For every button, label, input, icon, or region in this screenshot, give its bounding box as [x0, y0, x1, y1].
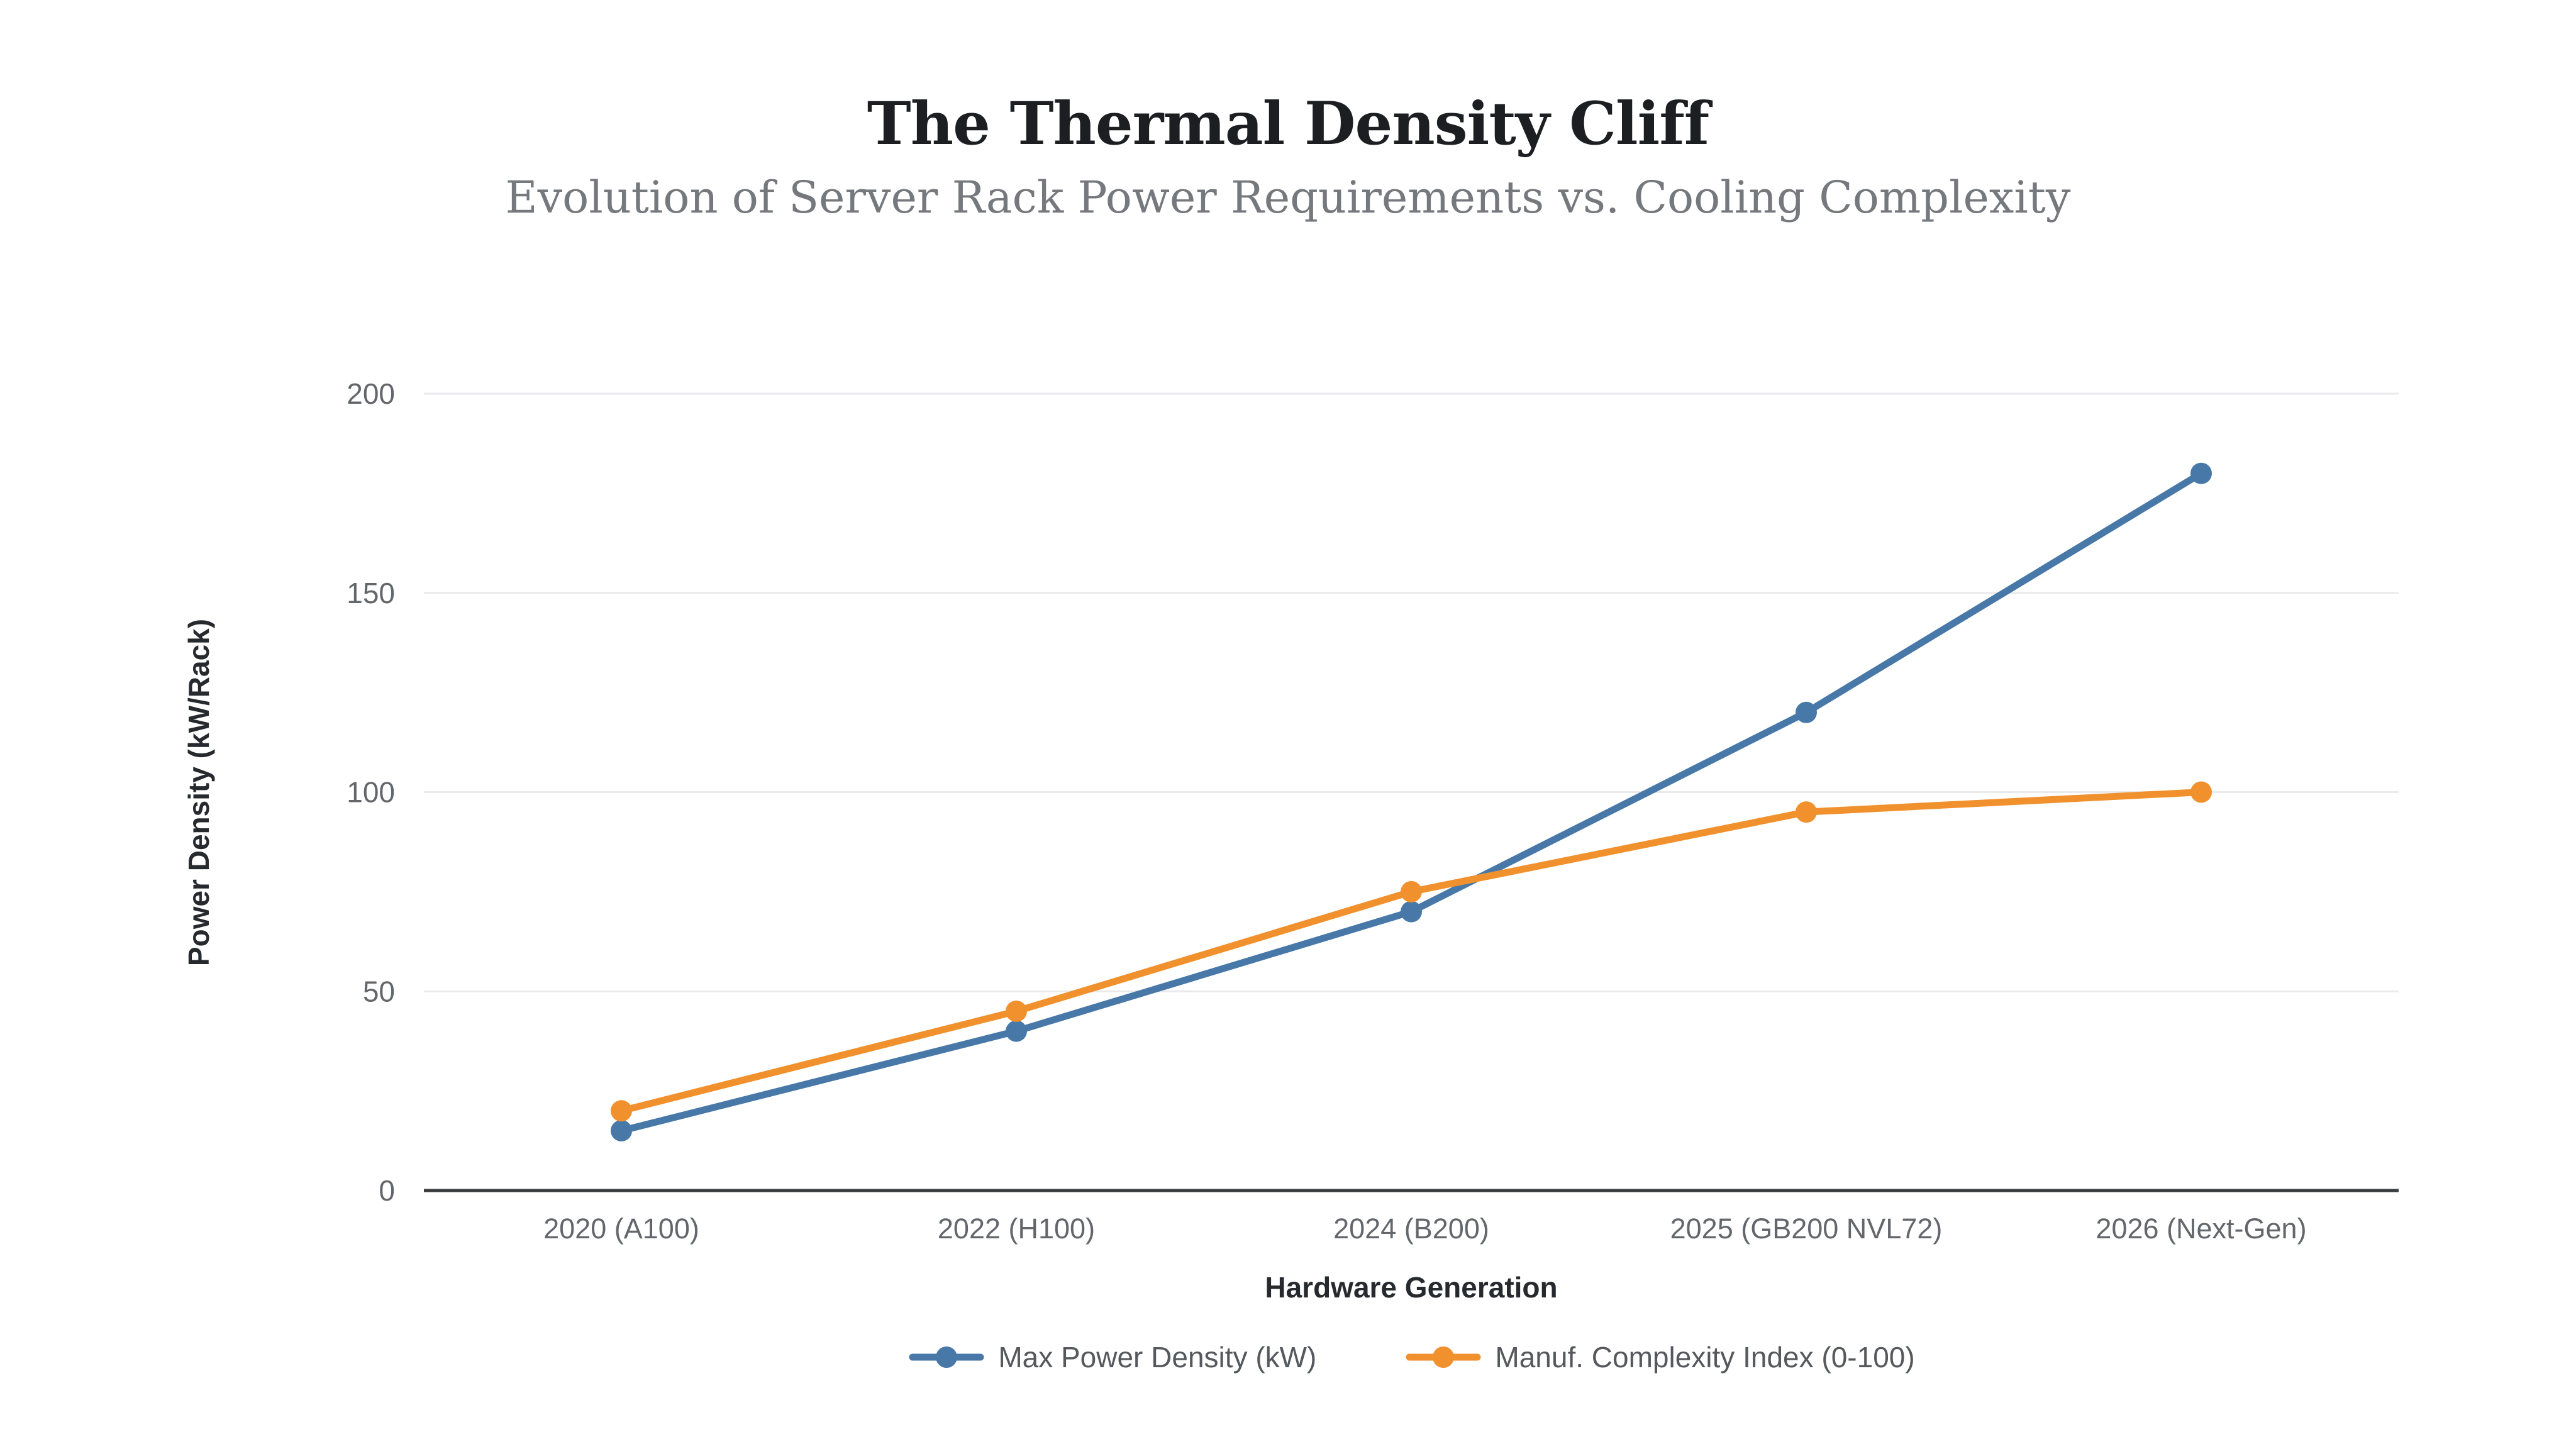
y-axis-title: Power Density (kW/Rack): [182, 618, 215, 967]
legend-item[interactable]: Manuf. Complexity Index (0-100): [1404, 1338, 1915, 1376]
y-tick-label: 100: [347, 776, 395, 809]
data-point: [1401, 901, 1422, 923]
legend-marker-icon: [909, 1346, 984, 1368]
data-point: [1796, 801, 1817, 823]
chart-title: The Thermal Density Cliff: [867, 89, 1709, 158]
data-point: [611, 1119, 632, 1141]
x-axis-title: Hardware Generation: [1265, 1271, 1558, 1304]
series-line: [618, 789, 2205, 1114]
x-tick-label: 2025 (GB200 NVL72): [1670, 1213, 1943, 1245]
chart-legend: Max Power Density (kW) Manuf. Complexity …: [247, 1338, 2576, 1376]
legend-item[interactable]: Max Power Density (kW): [908, 1338, 1316, 1376]
x-tick-label: 2020 (A100): [543, 1213, 699, 1245]
x-tick-label: 2024 (B200): [1333, 1213, 1489, 1245]
chart-subtitle: Evolution of Server Rack Power Requireme…: [505, 172, 2071, 223]
y-tick-label: 200: [347, 377, 395, 410]
data-point: [611, 1100, 632, 1122]
legend-marker-icon: [1406, 1346, 1481, 1368]
legend-item-label: Max Power Density (kW): [998, 1341, 1317, 1374]
data-point: [2190, 462, 2212, 484]
x-tick-label: 2022 (H100): [938, 1213, 1095, 1245]
x-tick-label: 2026 (Next-Gen): [2096, 1213, 2306, 1245]
legend-item-label: Manuf. Complexity Index (0-100): [1495, 1341, 1915, 1374]
data-point: [1796, 701, 1817, 723]
data-point: [1006, 1020, 1027, 1042]
data-point: [2190, 781, 2212, 803]
y-tick-label: 0: [379, 1174, 395, 1207]
y-tick-label: 50: [363, 975, 395, 1008]
data-point: [1401, 880, 1422, 902]
data-point: [1006, 1000, 1027, 1022]
y-tick-label: 150: [347, 577, 395, 609]
